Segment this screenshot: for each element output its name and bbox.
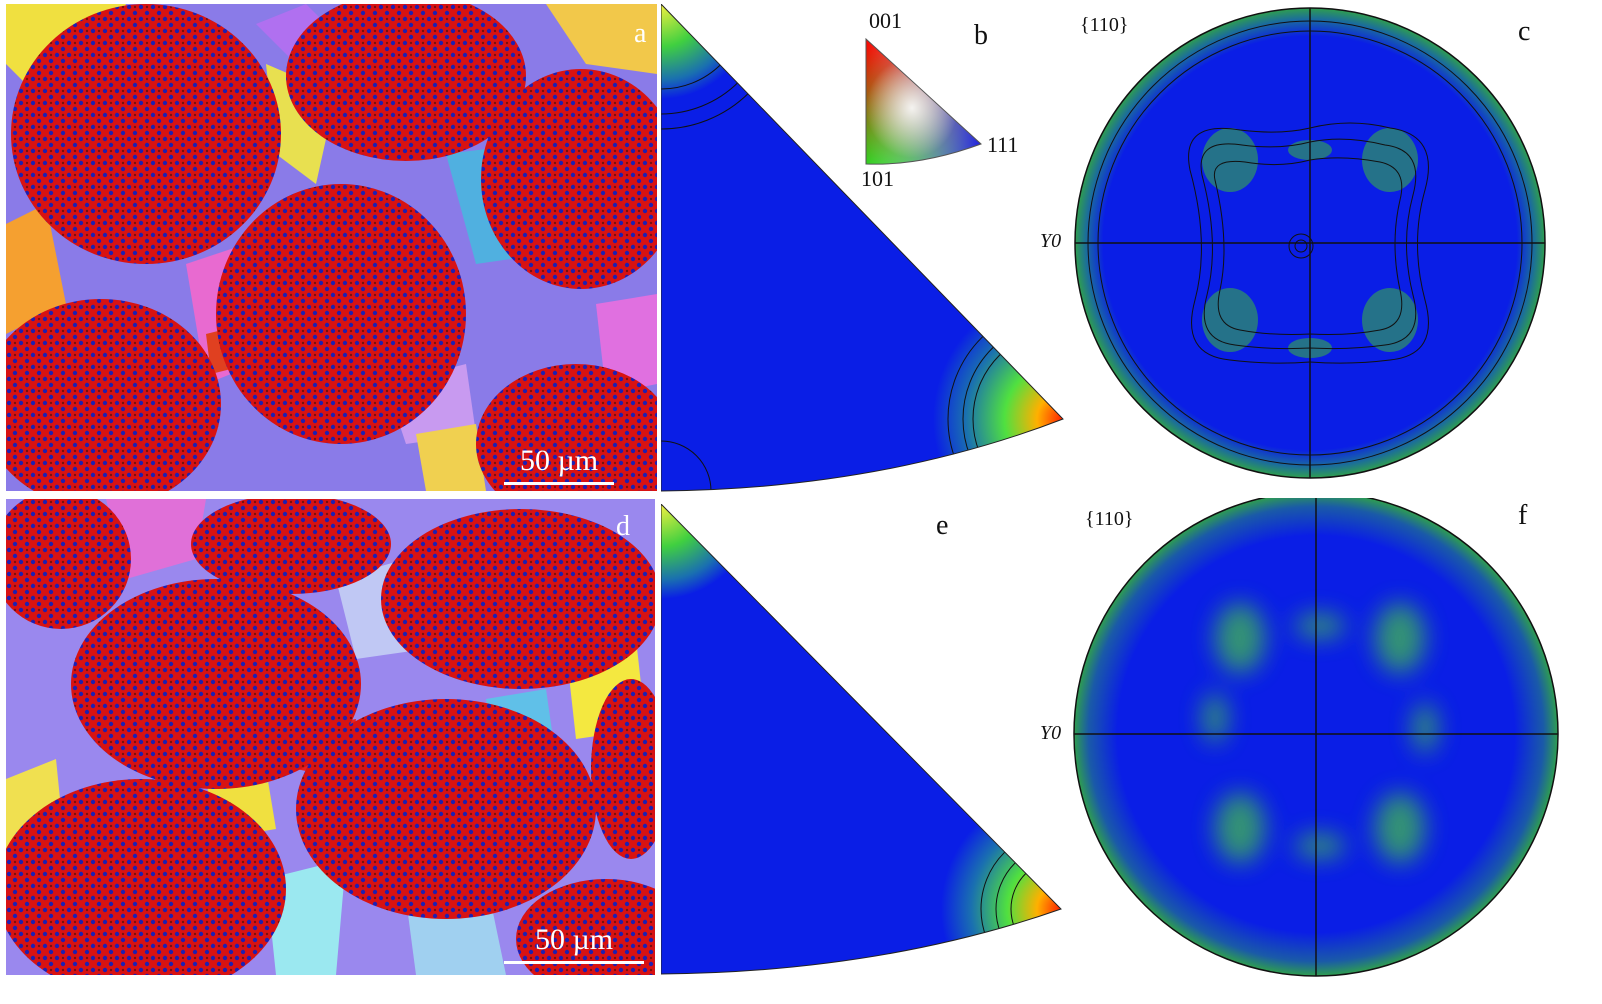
scale-bar-d-text: 50 µm [534, 923, 614, 956]
ebsd-map-d: d 50 µm [6, 499, 655, 975]
ipf-key-111: 111 [987, 132, 1019, 157]
ipf-key-001: 001 [869, 8, 902, 33]
axis-label-f: Y0 [1040, 722, 1062, 744]
panel-label-e: e [936, 510, 949, 541]
ipf-b-plot [661, 4, 1064, 492]
panel-label-a: a [634, 18, 647, 49]
pole-figure-f: {110} Y0 f [1030, 498, 1602, 1004]
panel-label-c: c [1518, 16, 1531, 47]
panel-label-b: b [974, 20, 988, 51]
inverse-pole-figure-b: 001 101 111 b [661, 4, 1081, 494]
scale-bar-a: 50 µm [504, 444, 614, 485]
inverse-pole-figure-e: e [661, 504, 1081, 984]
ipf-key-101: 101 [861, 166, 894, 191]
ebsd-map-a: a 50 µm [6, 4, 657, 491]
ebsd-map-d-image [6, 499, 655, 975]
ipf-color-key [865, 37, 982, 165]
scale-bar-d-line [504, 961, 644, 964]
scale-bar-a-line [504, 482, 614, 485]
panel-label-d: d [616, 511, 630, 542]
pole-figure-c: {110} Y0 c [1030, 0, 1602, 498]
pole-figure-c-plot [1074, 7, 1546, 479]
pole-figure-f-plot [1073, 498, 1559, 977]
panel-label-f: f [1518, 500, 1528, 531]
scale-bar-d: 50 µm [504, 923, 644, 964]
ipf-e-plot [661, 504, 1062, 975]
plane-label-f: {110} [1085, 508, 1134, 530]
ebsd-map-a-image [6, 4, 657, 491]
scale-bar-a-text: 50 µm [519, 444, 599, 477]
axis-label-c: Y0 [1040, 230, 1062, 252]
plane-label-c: {110} [1080, 14, 1129, 36]
